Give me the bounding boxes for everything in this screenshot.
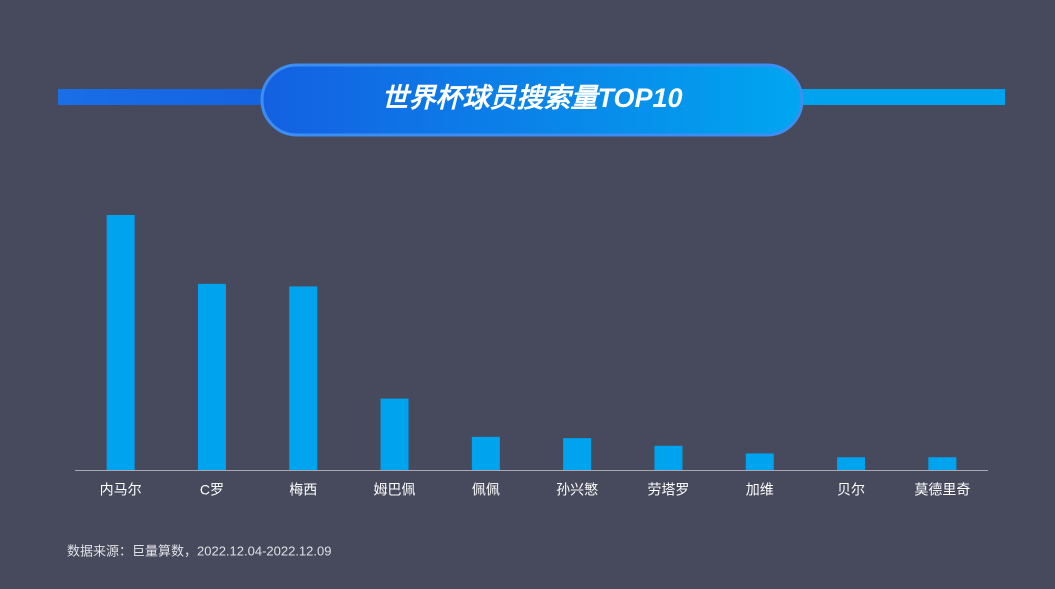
bar (563, 438, 592, 470)
banner-line-right (796, 89, 1005, 105)
title-pill (260, 63, 804, 137)
x-tick-label: 佩佩 (472, 482, 500, 498)
x-tick-label: 内马尔 (100, 482, 142, 498)
bar (471, 436, 500, 470)
x-tick-label: C罗 (200, 482, 224, 498)
bar (197, 283, 226, 470)
x-tick-label: 加维 (746, 482, 774, 498)
bar (380, 398, 409, 470)
bar (289, 286, 318, 470)
x-tick-label: 梅西 (289, 482, 317, 498)
x-tick-label: 贝尔 (837, 482, 865, 498)
x-tick-label: 孙兴慜 (556, 482, 598, 498)
banner-line-left (58, 89, 268, 105)
x-tick-label: 劳塔罗 (647, 482, 689, 498)
bar (106, 215, 135, 470)
bar (654, 445, 683, 470)
x-tick-label: 莫德里奇 (914, 482, 970, 498)
bar (928, 457, 957, 470)
source-note: 数据来源：巨量算数，2022.12.04-2022.12.09 (67, 543, 331, 558)
x-tick-label: 姆巴佩 (374, 482, 416, 498)
bar (745, 453, 774, 470)
bar (837, 457, 866, 470)
chart-title: 世界杯球员搜索量TOP10 (381, 83, 682, 113)
